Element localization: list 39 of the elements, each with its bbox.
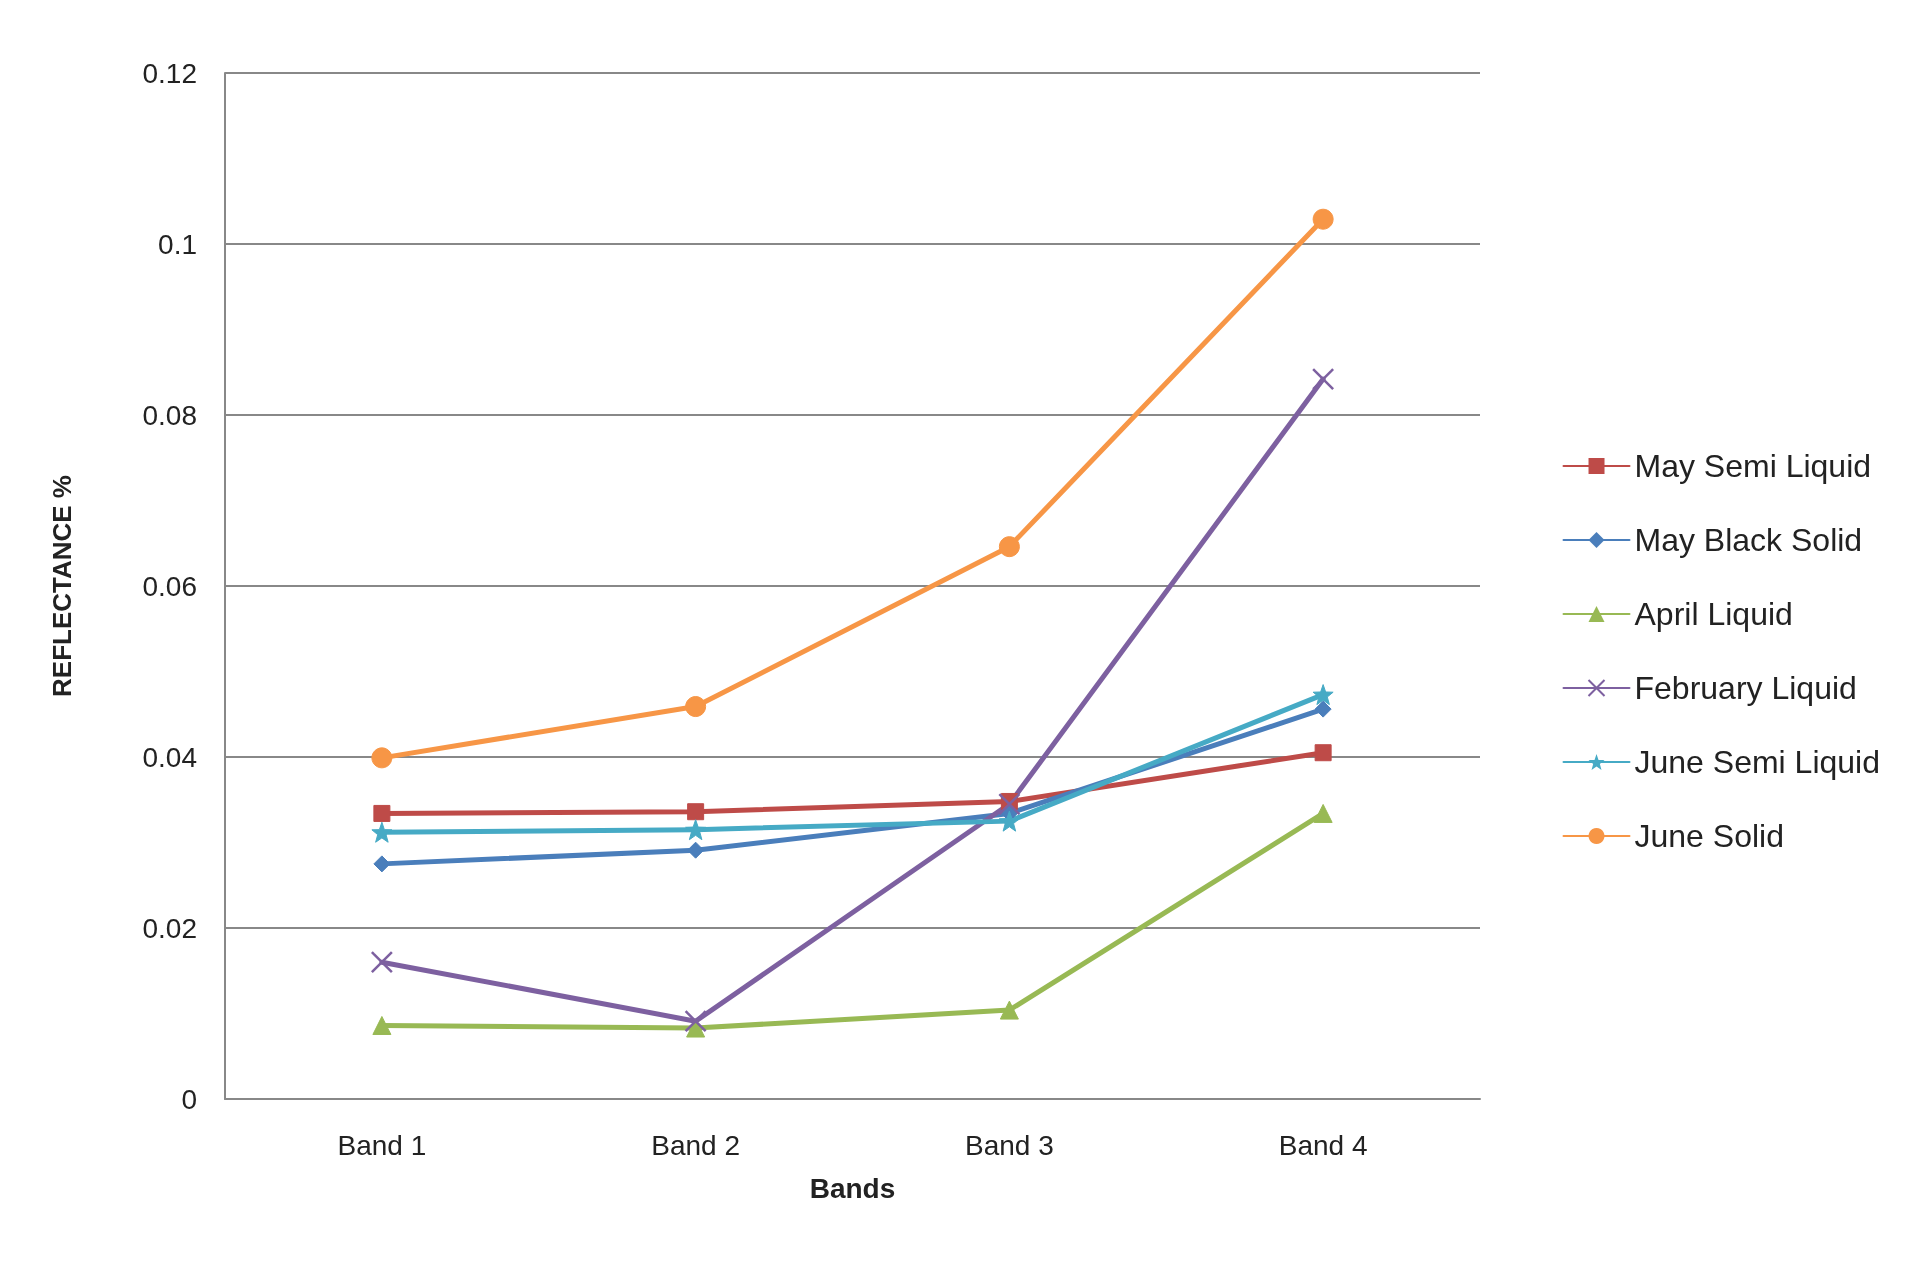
legend-label: June Semi Liquid xyxy=(1634,744,1880,780)
y-tick-label: 0.1 xyxy=(158,228,197,260)
point xyxy=(998,810,1020,832)
y-tick-label: 0 xyxy=(181,1083,197,1115)
x-axis-title: Bands xyxy=(809,1172,896,1204)
x-tick-label: Band 2 xyxy=(651,1129,740,1161)
point xyxy=(685,696,707,718)
point xyxy=(686,1018,706,1038)
point xyxy=(1314,700,1332,718)
point xyxy=(1313,803,1333,823)
point xyxy=(1312,208,1334,230)
y-axis-title: REFLECTANCE % xyxy=(47,475,77,697)
y-tick-label: 0.04 xyxy=(142,741,197,773)
x-tick-label: Band 3 xyxy=(965,1129,1054,1161)
x-tick-label: Band 4 xyxy=(1278,1129,1368,1161)
point xyxy=(371,821,393,843)
x-tick-label: Band 1 xyxy=(337,1129,427,1161)
legend-label: June Solid xyxy=(1634,818,1784,854)
point xyxy=(998,536,1020,558)
legend-label: May Black Solid xyxy=(1634,522,1863,558)
y-tick-label: 0.08 xyxy=(142,399,197,431)
point xyxy=(1311,367,1335,391)
y-tick-label: 0.12 xyxy=(142,57,197,89)
legend-label: February Liquid xyxy=(1634,670,1857,706)
point xyxy=(371,747,393,769)
point xyxy=(999,1000,1019,1020)
point xyxy=(998,792,1021,816)
point xyxy=(684,1009,707,1033)
point xyxy=(372,1015,392,1035)
point xyxy=(370,950,394,974)
legend-label: May Semi Liquid xyxy=(1634,448,1872,484)
point xyxy=(685,819,707,841)
point xyxy=(373,804,391,822)
legend-label: April Liquid xyxy=(1634,596,1793,632)
point xyxy=(1314,744,1332,762)
point xyxy=(1312,684,1334,706)
y-tick-label: 0.02 xyxy=(142,912,197,944)
y-tick-label: 0.06 xyxy=(142,570,197,602)
point xyxy=(687,803,705,821)
